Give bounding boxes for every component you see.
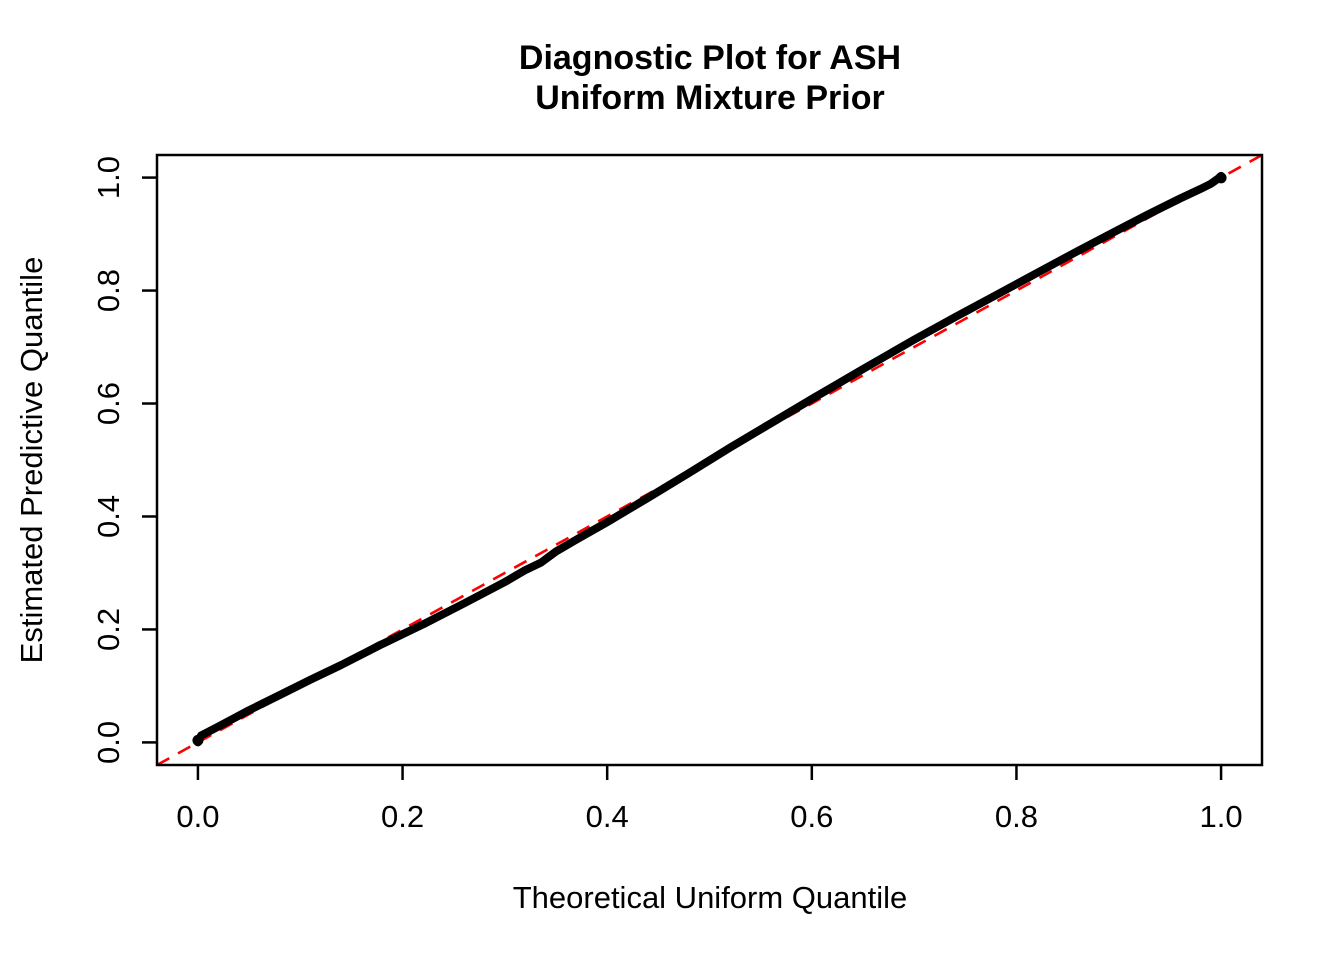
curve-end-knot (1215, 172, 1227, 184)
x-tick-label: 1.0 (1200, 799, 1243, 834)
chart-title-line-1: Diagnostic Plot for ASH (518, 39, 902, 77)
plot-frame (155, 153, 1264, 767)
x-tick-label: 0.4 (586, 799, 629, 834)
chart-title-line-2: Uniform Mixture Prior (535, 79, 885, 117)
y-tick-label: 0.6 (91, 382, 126, 425)
x-tick-label: 0.8 (995, 799, 1038, 834)
y-tick-label: 0.4 (91, 495, 126, 538)
x-axis-title: Theoretical Uniform Quantile (310, 880, 1110, 916)
x-axis-title-text: Theoretical Uniform Quantile (512, 880, 908, 915)
x-tick-label: 0.0 (176, 799, 219, 834)
y-tick-label: 0.0 (91, 721, 126, 764)
x-tick-label: 0.6 (790, 799, 833, 834)
y-tick-label: 1.0 (91, 156, 126, 199)
chart-title: Diagnostic Plot for ASH Uniform Mixture … (310, 38, 1110, 118)
y-tick-label: 0.2 (91, 608, 126, 651)
quantile-curve (193, 171, 1226, 747)
x-tick-label: 0.2 (381, 799, 424, 834)
curve-start-knot (192, 734, 204, 746)
y-tick-label: 0.8 (91, 269, 126, 312)
